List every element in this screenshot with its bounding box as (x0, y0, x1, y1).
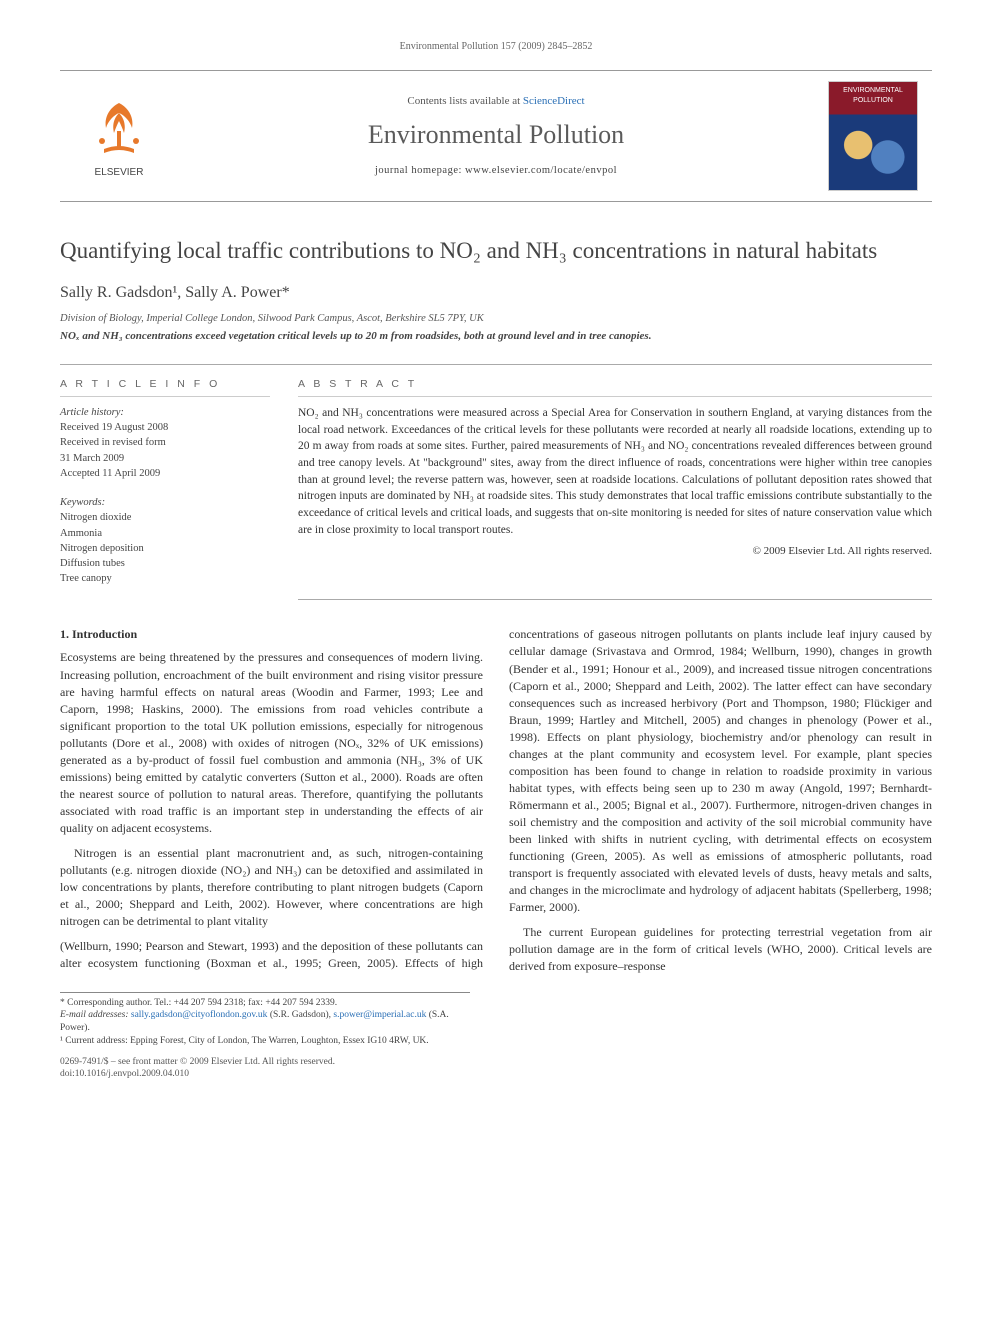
homepage-prefix: journal homepage: (375, 165, 465, 176)
article-title: Quantifying local traffic contributions … (60, 236, 932, 266)
keyword: Ammonia (60, 528, 102, 539)
homepage-url: www.elsevier.com/locate/envpol (465, 165, 617, 176)
corresponding-author-note: * Corresponding author. Tel.: +44 207 59… (60, 997, 470, 1010)
history-label: Article history: (60, 407, 124, 418)
email-link[interactable]: s.power@imperial.ac.uk (333, 1010, 426, 1020)
running-header: Environmental Pollution 157 (2009) 2845–… (60, 40, 932, 54)
elsevier-tree-icon (84, 93, 154, 163)
email-link[interactable]: sally.gadsdon@cityoflondon.gov.uk (131, 1010, 268, 1020)
body-paragraph: The current European guidelines for prot… (509, 924, 932, 975)
publisher-name: ELSEVIER (95, 166, 144, 180)
journal-cover-thumb: ENVIRONMENTAL POLLUTION (828, 81, 918, 191)
journal-title: Environmental Pollution (164, 117, 828, 153)
abstract-copyright: © 2009 Elsevier Ltd. All rights reserved… (298, 544, 932, 559)
keyword: Nitrogen deposition (60, 543, 144, 554)
history-line: Received 19 August 2008 (60, 422, 168, 433)
capsule-summary: NOₓ and NH₃ concentrations exceed vegeta… (60, 329, 932, 344)
article-history: Article history: Received 19 August 2008… (60, 405, 270, 481)
cover-image: ENVIRONMENTAL POLLUTION (828, 81, 918, 191)
article-body: 1. Introduction Ecosystems are being thr… (60, 626, 932, 977)
abstract-block: A B S T R A C T NO₂ and NH₃ concentratio… (298, 377, 932, 600)
front-matter-line: 0269-7491/$ – see front matter © 2009 El… (60, 1056, 932, 1068)
keyword: Nitrogen dioxide (60, 512, 131, 523)
doi-block: 0269-7491/$ – see front matter © 2009 El… (60, 1056, 932, 1081)
email-line: E-mail addresses: sally.gadsdon@cityoflo… (60, 1009, 470, 1035)
doi-line: doi:10.1016/j.envpol.2009.04.010 (60, 1068, 932, 1080)
contents-prefix: Contents lists available at (407, 95, 522, 107)
email-label: E-mail addresses: (60, 1010, 131, 1020)
journal-masthead: ELSEVIER Contents lists available at Sci… (60, 70, 932, 202)
journal-homepage-line: journal homepage: www.elsevier.com/locat… (164, 164, 828, 179)
history-line: Received in revised form (60, 437, 166, 448)
masthead-center: Contents lists available at ScienceDirec… (164, 94, 828, 178)
keyword: Tree canopy (60, 573, 112, 584)
body-paragraph: Nitrogen is an essential plant macronutr… (60, 845, 483, 930)
section-heading-introduction: 1. Introduction (60, 626, 483, 643)
article-info-row: A R T I C L E I N F O Article history: R… (60, 364, 932, 600)
history-line: Accepted 11 April 2009 (60, 468, 160, 479)
publisher-block: ELSEVIER (74, 93, 164, 180)
footnotes: * Corresponding author. Tel.: +44 207 59… (60, 992, 470, 1048)
body-paragraph: Ecosystems are being threatened by the p… (60, 649, 483, 836)
keyword: Diffusion tubes (60, 558, 125, 569)
abstract-heading: A B S T R A C T (298, 377, 932, 397)
affiliation: Division of Biology, Imperial College Lo… (60, 312, 932, 327)
email-who: (S.R. Gadsdon), (267, 1010, 333, 1020)
sciencedirect-link[interactable]: ScienceDirect (523, 95, 585, 107)
author-current-address: ¹ Current address: Epping Forest, City o… (60, 1035, 470, 1048)
abstract-text: NO₂ and NH₃ concentrations were measured… (298, 405, 932, 538)
cover-title-text: ENVIRONMENTAL POLLUTION (829, 86, 917, 106)
contents-available-line: Contents lists available at ScienceDirec… (164, 94, 828, 109)
keywords-label: Keywords: (60, 497, 105, 508)
article-info-heading: A R T I C L E I N F O (60, 377, 270, 397)
keywords-block: Keywords: Nitrogen dioxide Ammonia Nitro… (60, 495, 270, 586)
article-info-sidebar: A R T I C L E I N F O Article history: R… (60, 377, 270, 600)
author-list: Sally R. Gadsdon¹, Sally A. Power* (60, 282, 932, 304)
history-line: 31 March 2009 (60, 453, 124, 464)
